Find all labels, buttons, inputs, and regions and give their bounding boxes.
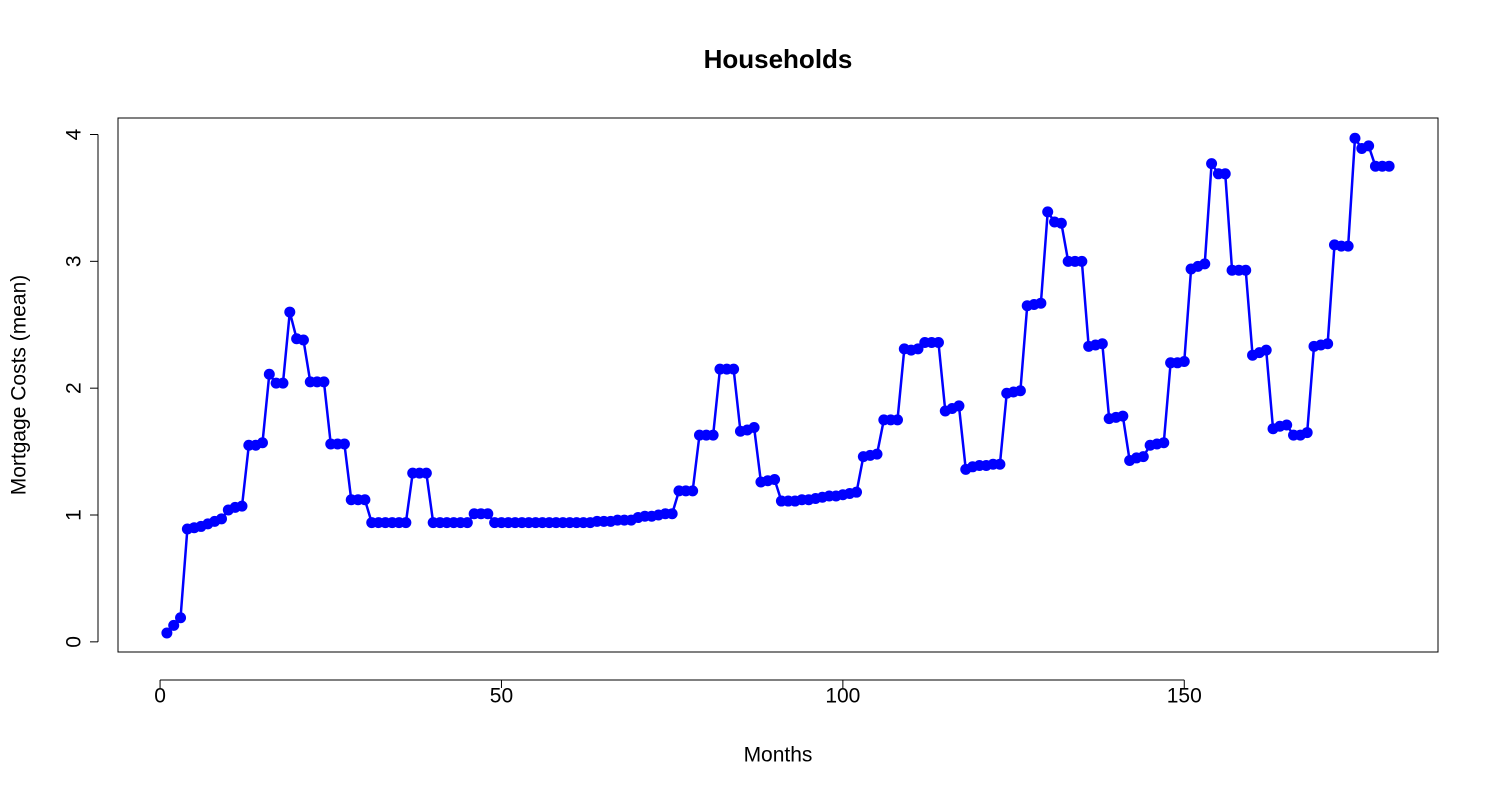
data-point [263, 368, 275, 380]
chart-title: Households [704, 44, 853, 74]
data-point [338, 438, 350, 450]
data-point [1301, 427, 1313, 439]
data-point [1158, 437, 1170, 449]
data-point [1349, 132, 1361, 144]
data-point [1199, 258, 1211, 270]
data-point [707, 429, 719, 441]
data-point [236, 500, 248, 512]
data-point [420, 467, 432, 479]
data-point [359, 494, 371, 506]
data-point [1035, 297, 1047, 309]
data-point [953, 400, 965, 412]
y-axis-label: Mortgage Costs (mean) [8, 275, 31, 496]
data-point [994, 458, 1006, 470]
data-point [1117, 410, 1129, 422]
data-point [1137, 451, 1149, 463]
data-point [851, 486, 863, 498]
x-tick-label: 0 [154, 685, 166, 708]
x-tick-label: 50 [490, 685, 513, 708]
x-axis-label: Months [744, 744, 813, 767]
data-point [1281, 419, 1293, 431]
data-point [277, 377, 289, 389]
data-point [1219, 168, 1231, 180]
data-point [1096, 338, 1108, 350]
data-point [318, 376, 330, 388]
data-point [1055, 217, 1067, 229]
data-point [891, 414, 903, 426]
data-point [769, 473, 781, 485]
data-point [932, 337, 944, 349]
data-point [1076, 255, 1088, 267]
y-tick-label: 1 [63, 509, 86, 521]
data-point [1383, 160, 1395, 172]
data-point [256, 437, 268, 449]
data-point [1178, 356, 1190, 368]
data-point [1240, 264, 1252, 276]
data-point [666, 508, 678, 520]
data-point [216, 513, 228, 525]
data-point [161, 627, 173, 639]
y-tick-label: 3 [63, 255, 86, 267]
data-point [1206, 158, 1218, 170]
series-line [165, 134, 1390, 634]
data-point [1260, 344, 1272, 356]
data-point [400, 517, 412, 529]
data-point [1322, 338, 1334, 350]
data-point [687, 485, 699, 497]
data-point [297, 334, 309, 346]
data-point [1014, 385, 1026, 397]
data-point [1042, 206, 1054, 218]
y-tick-label: 2 [63, 382, 86, 394]
data-point [871, 448, 883, 460]
data-point [168, 619, 180, 631]
data-point [1342, 240, 1354, 252]
data-point [175, 612, 187, 624]
data-point [482, 508, 494, 520]
y-tick-label: 0 [63, 636, 86, 648]
y-tick-label: 4 [63, 128, 86, 140]
data-point [284, 306, 296, 318]
data-point [1363, 140, 1375, 152]
x-tick-label: 150 [1167, 685, 1202, 708]
data-point [728, 363, 740, 375]
plot-frame [117, 117, 1439, 653]
data-point [748, 421, 760, 433]
data-point [461, 517, 473, 529]
x-tick-label: 100 [825, 685, 860, 708]
